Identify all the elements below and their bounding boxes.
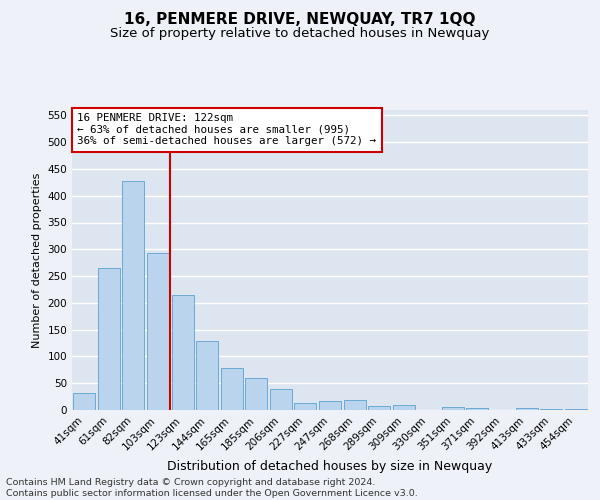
Text: 16, PENMERE DRIVE, NEWQUAY, TR7 1QQ: 16, PENMERE DRIVE, NEWQUAY, TR7 1QQ	[124, 12, 476, 28]
Bar	[442, 408, 464, 410]
Text: 16 PENMERE DRIVE: 122sqm
← 63% of detached houses are smaller (995)
36% of semi-: 16 PENMERE DRIVE: 122sqm ← 63% of detach…	[77, 113, 376, 146]
Bar	[515, 408, 538, 410]
Bar	[196, 342, 218, 410]
Bar	[392, 404, 415, 410]
Bar	[122, 180, 145, 410]
X-axis label: Distribution of detached houses by size in Newquay: Distribution of detached houses by size …	[167, 460, 493, 473]
Text: Size of property relative to detached houses in Newquay: Size of property relative to detached ho…	[110, 28, 490, 40]
Bar	[368, 406, 390, 410]
Bar	[466, 408, 488, 410]
Bar	[172, 295, 194, 410]
Bar	[319, 401, 341, 410]
Bar	[565, 409, 587, 410]
Bar	[245, 378, 268, 410]
Bar	[147, 253, 169, 410]
Bar	[98, 268, 120, 410]
Y-axis label: Number of detached properties: Number of detached properties	[32, 172, 42, 348]
Bar	[73, 393, 95, 410]
Bar	[295, 403, 316, 410]
Text: Contains HM Land Registry data © Crown copyright and database right 2024.
Contai: Contains HM Land Registry data © Crown c…	[6, 478, 418, 498]
Bar	[270, 388, 292, 410]
Bar	[344, 400, 365, 410]
Bar	[221, 368, 243, 410]
